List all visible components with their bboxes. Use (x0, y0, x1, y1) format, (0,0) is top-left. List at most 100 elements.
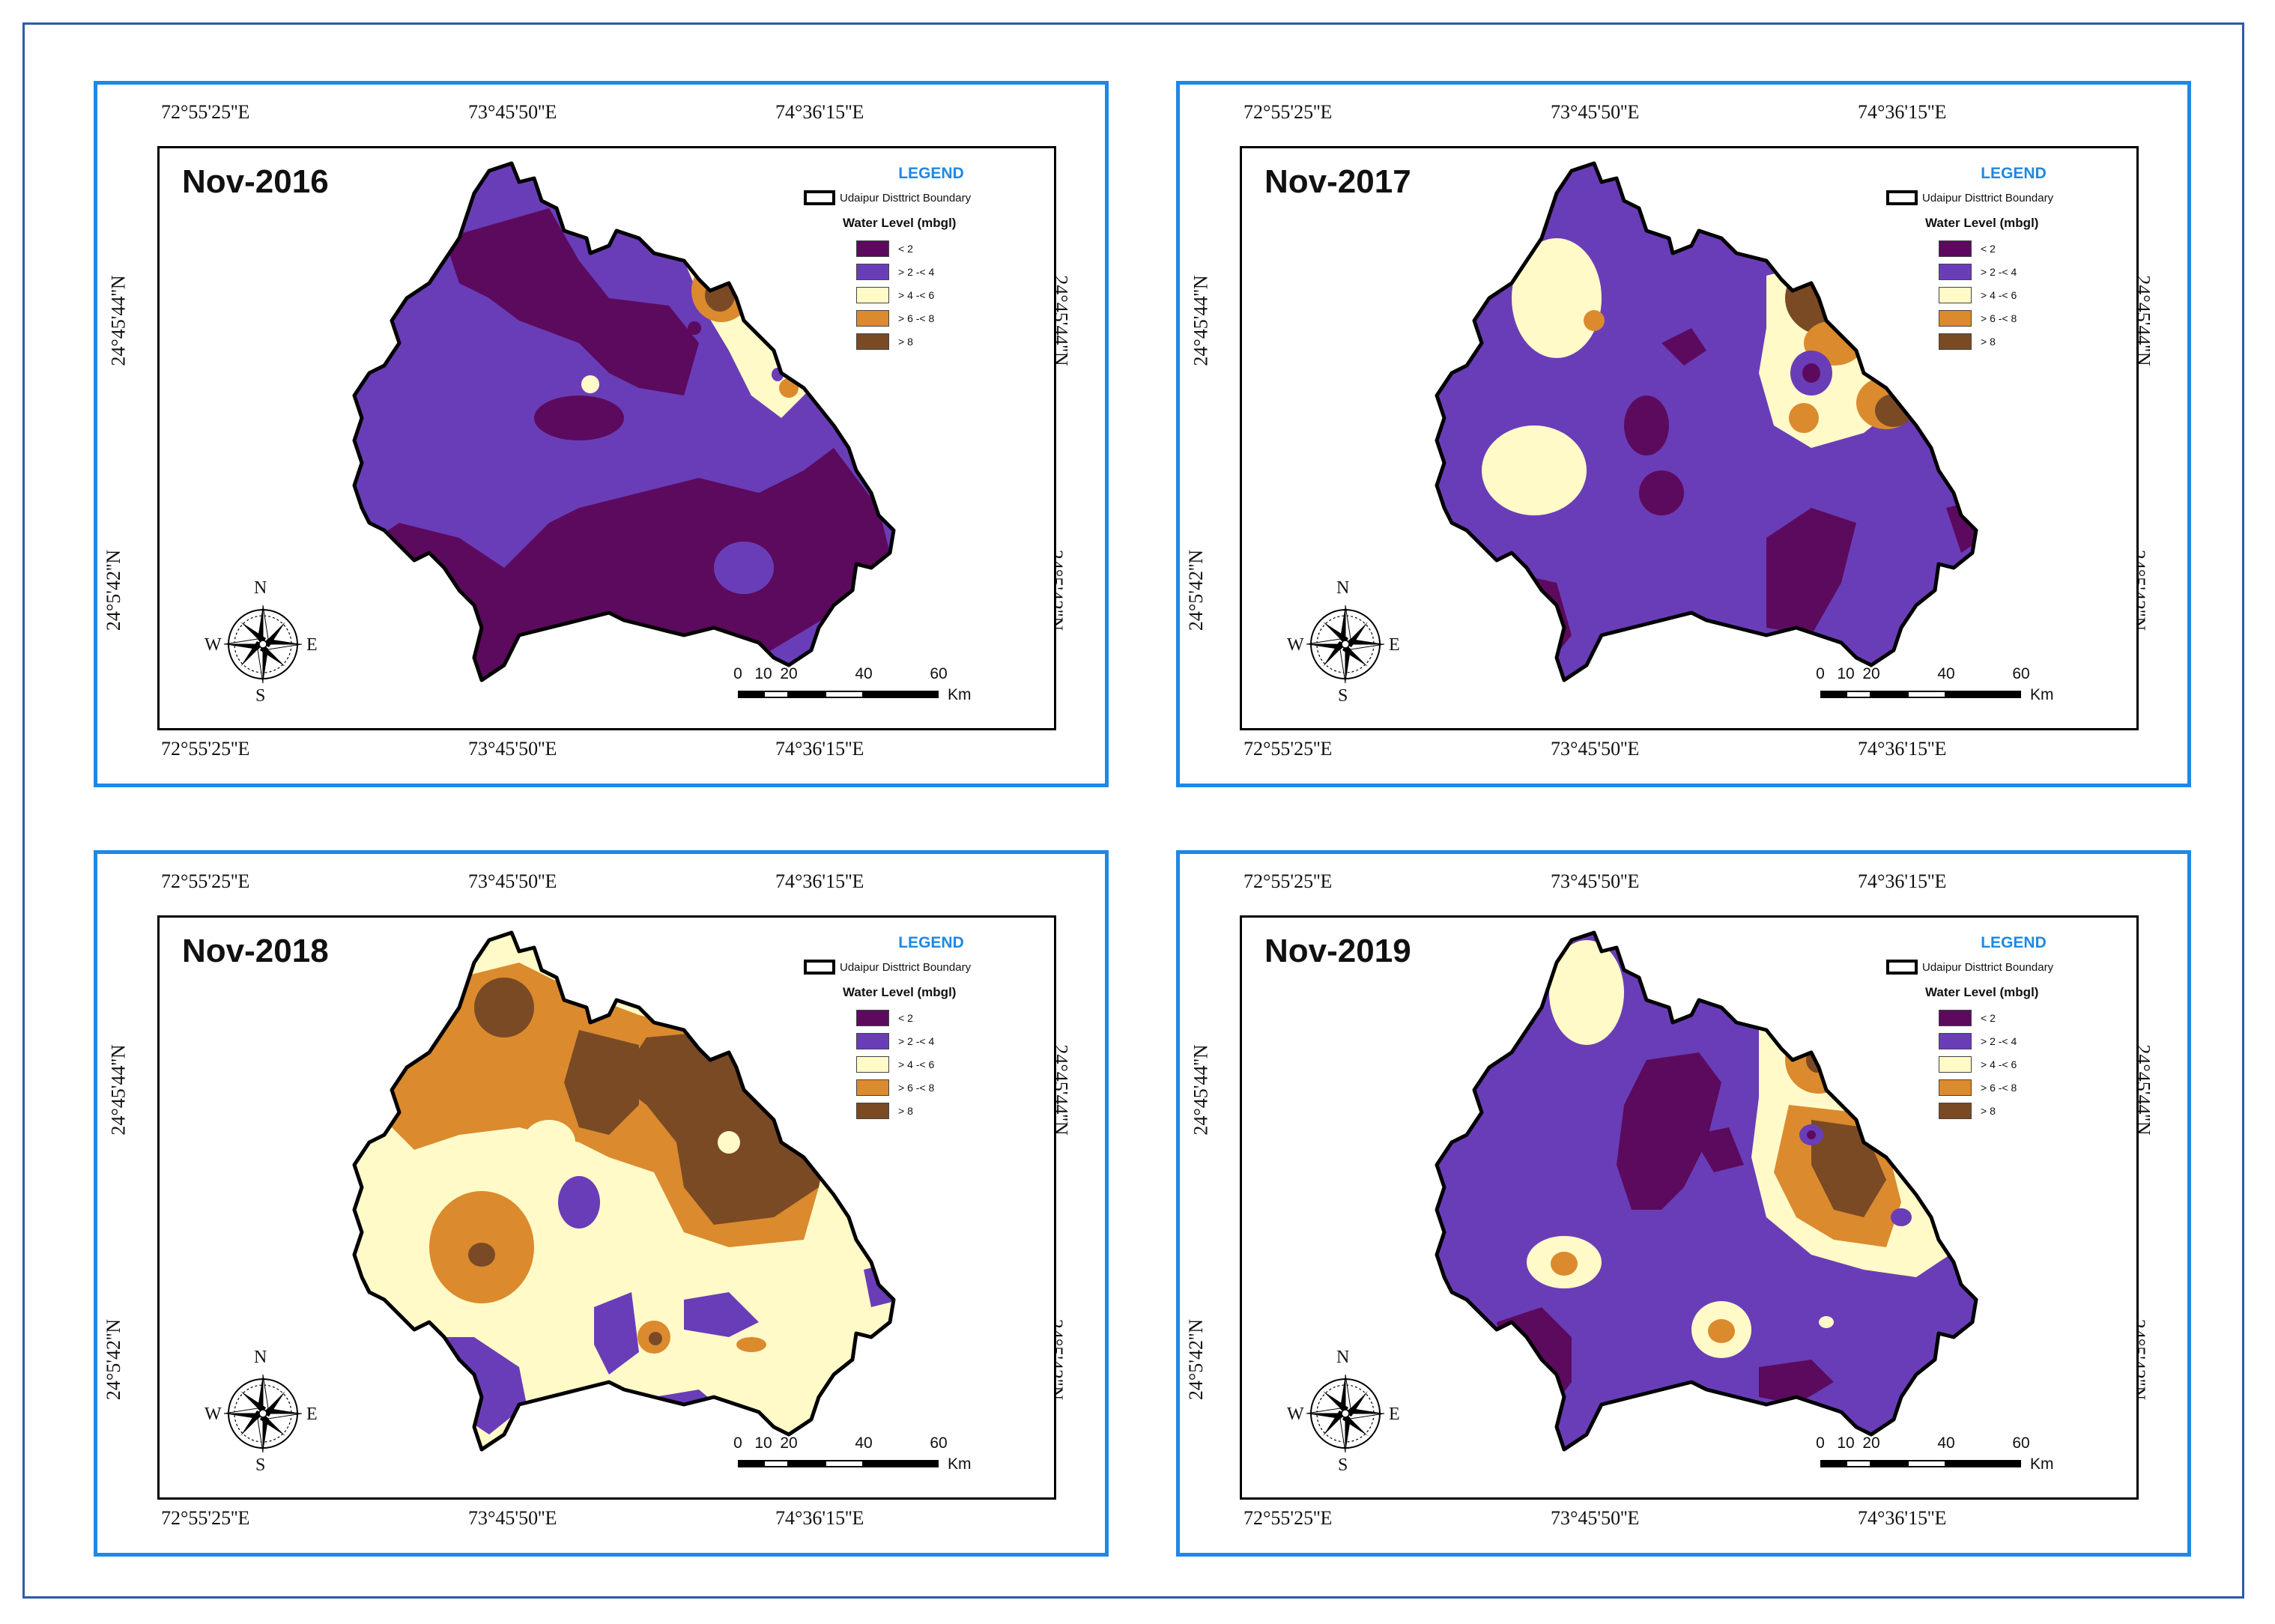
compass-label-s: S (255, 1455, 266, 1475)
legend-item: > 8 (856, 330, 1043, 353)
legend-swatch (856, 263, 889, 280)
boundary-label: Udaipur Disttrict Boundary (840, 191, 972, 204)
boundary-label: Udaipur Disttrict Boundary (1922, 960, 2054, 974)
water-level-zone (534, 396, 624, 440)
water-level-zone (523, 1120, 575, 1165)
scale-label: 20 (780, 1434, 798, 1452)
legend-item: > 4 -< 6 (856, 283, 1043, 306)
legend-swatch (1939, 333, 1972, 350)
scale-label: 40 (1937, 665, 1955, 682)
legend-item-label: < 2 (1981, 1011, 1996, 1024)
water-level-zone (581, 375, 599, 393)
north-arrow: N S E W (1287, 1348, 1400, 1475)
water-level-title: Water Level (mbgl) (843, 216, 957, 230)
scale-segment (789, 691, 826, 698)
legend-item: > 4 -< 6 (1939, 1052, 2126, 1076)
legend-item-label: > 2 -< 4 (1981, 1034, 2017, 1047)
water-level-zone (1802, 363, 1820, 383)
scale-segment (1846, 1460, 1871, 1467)
latitude-label-left: 24°5'42''N (103, 549, 125, 631)
scale-bar: 0 10 20 40 60 Km (733, 665, 991, 710)
compass-label-e: E (1389, 1405, 1400, 1424)
legend-item-label: > 4 -< 6 (898, 1058, 935, 1070)
legend-item: > 6 -< 8 (856, 1076, 1043, 1099)
compass-label-n: N (1336, 578, 1350, 598)
scale-segment (738, 691, 763, 698)
legend-swatch (1939, 1102, 1972, 1119)
scale-label: 0 (733, 1434, 742, 1452)
legend-item-label: > 6 -< 8 (898, 1081, 935, 1094)
legend-item-label: > 8 (1981, 335, 1996, 348)
scale-label: 10 (754, 665, 772, 682)
legend: LEGEND Udaipur Disttrict Boundary Water Le… (1886, 934, 2126, 1122)
longitude-label-top: 74°36'15''E (1858, 101, 1947, 123)
scale-segment (738, 1460, 763, 1467)
map-panel-2018: 72°55'25''E 73°45'50''E 74°36'15''E 72°55'2… (94, 850, 1109, 1557)
district-boundary (1435, 161, 1978, 682)
legend-item: > 4 -< 6 (856, 1052, 1043, 1076)
water-level-zone (1584, 310, 1605, 331)
scale-unit: Km (2030, 686, 2054, 703)
compass-rose-icon (1306, 1374, 1385, 1453)
compass-label-s: S (1338, 686, 1348, 706)
legend-swatch (856, 1032, 889, 1049)
longitude-label-bottom: 74°36'15''E (775, 738, 864, 760)
district-boundary (1435, 930, 1978, 1452)
legend-items: < 2 > 2 -< 4 > 4 -< 6 > 6 -< 8 > 8 (856, 1006, 1043, 1122)
legend-item-label: > 4 -< 6 (898, 288, 935, 301)
legend-item-label: < 2 (898, 242, 913, 255)
legend-boundary-entry: Udaipur Disttrict Boundary (1886, 960, 2126, 975)
map-frame: Nov-2019 LEGEND Udaipur Disttrict Boundary… (1240, 915, 2139, 1500)
legend-items: < 2 > 2 -< 4 > 4 -< 6 > 6 -< 8 > 8 (1939, 237, 2126, 353)
scale-unit: Km (2030, 1455, 2054, 1473)
longitude-label-top: 74°36'15''E (775, 870, 864, 892)
legend: LEGEND Udaipur Disttrict Boundary Water Le… (804, 934, 1043, 1122)
longitude-label-top: 73°45'50''E (1551, 101, 1640, 123)
scale-bar: 0 10 20 40 60 Km (1816, 665, 2073, 710)
latitude-label-left: 24°45'44''N (107, 1044, 130, 1136)
legend-item-label: < 2 (898, 1011, 913, 1024)
compass-label-w: W (1287, 635, 1304, 655)
legend-item: > 6 -< 8 (856, 306, 1043, 330)
scale-bar: 0 10 20 40 60 Km (1816, 1434, 2073, 1479)
scale-label: 10 (754, 1434, 772, 1452)
longitude-label-top: 74°36'15''E (1858, 870, 1947, 892)
panel-title: Nov-2016 (182, 163, 329, 200)
boundary-swatch (804, 960, 835, 975)
scale-segment (763, 1460, 789, 1467)
scale-segment (864, 691, 939, 698)
legend-title: LEGEND (898, 165, 964, 182)
legend-items: < 2 > 2 -< 4 > 4 -< 6 > 6 -< 8 > 8 (1939, 1006, 2126, 1122)
legend-swatch (856, 333, 889, 350)
map-frame: Nov-2018 LEGEND Udaipur Disttrict Boundary… (157, 915, 1056, 1500)
legend-title: LEGEND (1981, 934, 2047, 951)
compass-rose-icon (1306, 605, 1385, 684)
water-level-zone (1437, 568, 1572, 673)
water-level-title: Water Level (mbgl) (1925, 985, 2039, 999)
legend-item-label: > 6 -< 8 (898, 312, 935, 324)
water-level-title: Water Level (mbgl) (843, 985, 957, 999)
legend-item: > 2 -< 4 (856, 1029, 1043, 1052)
compass-label-w: W (205, 635, 222, 655)
scale-label: 20 (1862, 665, 1880, 682)
boundary-label: Udaipur Disttrict Boundary (840, 960, 972, 974)
map-panel-2019: 72°55'25''E 73°45'50''E 74°36'15''E 72°55'2… (1176, 850, 2191, 1557)
water-level-zone (1512, 238, 1602, 358)
boundary-label: Udaipur Disttrict Boundary (1922, 191, 2054, 204)
scale-segment (1871, 1460, 1909, 1467)
compass-label-e: E (306, 1405, 318, 1424)
water-level-zone (688, 321, 701, 335)
longitude-label-bottom: 74°36'15''E (775, 1507, 864, 1529)
legend-item-label: > 6 -< 8 (1981, 1081, 2017, 1094)
north-arrow: N S E W (205, 578, 318, 706)
panel-title: Nov-2018 (182, 933, 329, 969)
water-level-zone (718, 1131, 740, 1154)
compass-label-e: E (1389, 635, 1400, 655)
legend-item-label: > 4 -< 6 (1981, 288, 2017, 301)
legend-swatch (856, 240, 889, 257)
scale-label: 20 (1862, 1434, 1880, 1452)
water-level-zone (684, 1292, 759, 1337)
legend-item-label: > 8 (1981, 1104, 1996, 1117)
longitude-label-bottom: 73°45'50''E (1551, 738, 1640, 760)
scale-label: 0 (1816, 665, 1825, 682)
